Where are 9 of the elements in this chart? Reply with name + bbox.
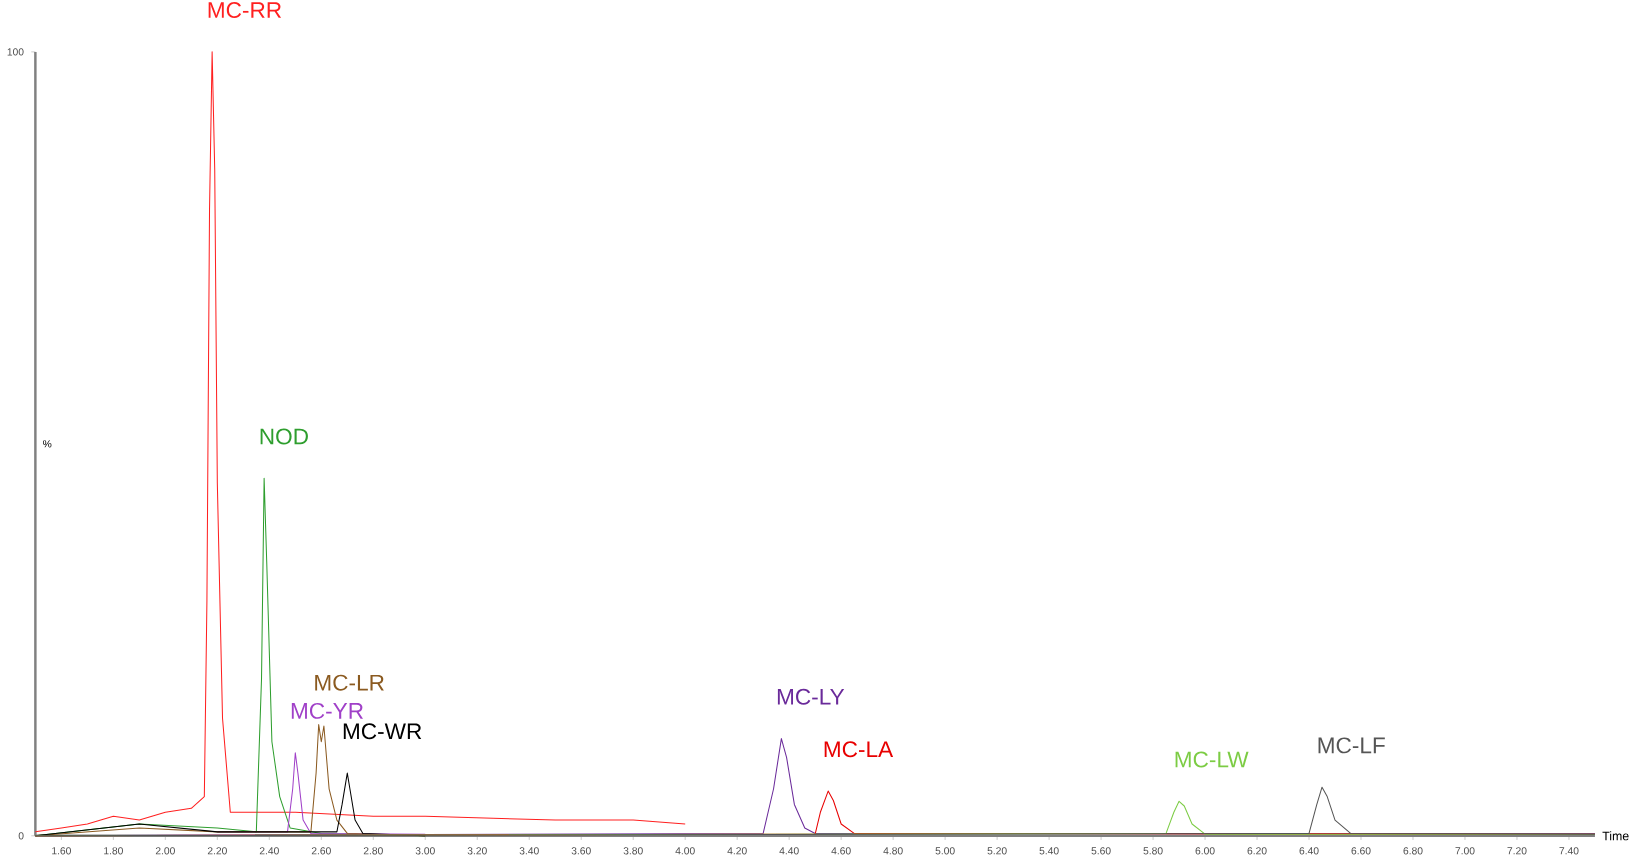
series-label: MC-LW (1175, 751, 1249, 768)
series-label: NOD (260, 428, 308, 445)
series-label: MC-LA (824, 741, 894, 758)
series-label: MC-LR (315, 675, 384, 691)
series-label: MC-LY (777, 689, 845, 706)
series-label: MC-WR (343, 723, 422, 740)
series-label: MC-LF (1318, 737, 1385, 754)
series-label: MC-RR (208, 2, 282, 19)
series-label: MC-YR (291, 703, 364, 720)
